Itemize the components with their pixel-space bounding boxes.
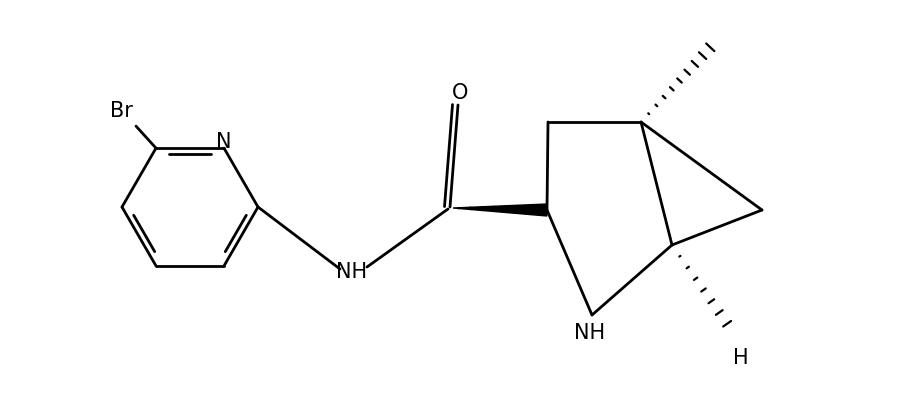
Text: H: H	[733, 348, 749, 368]
Text: O: O	[452, 83, 468, 103]
Text: NH: NH	[575, 323, 606, 343]
Text: Br: Br	[109, 101, 132, 121]
Text: N: N	[217, 132, 231, 152]
Polygon shape	[453, 204, 547, 216]
Text: NH: NH	[336, 262, 367, 282]
